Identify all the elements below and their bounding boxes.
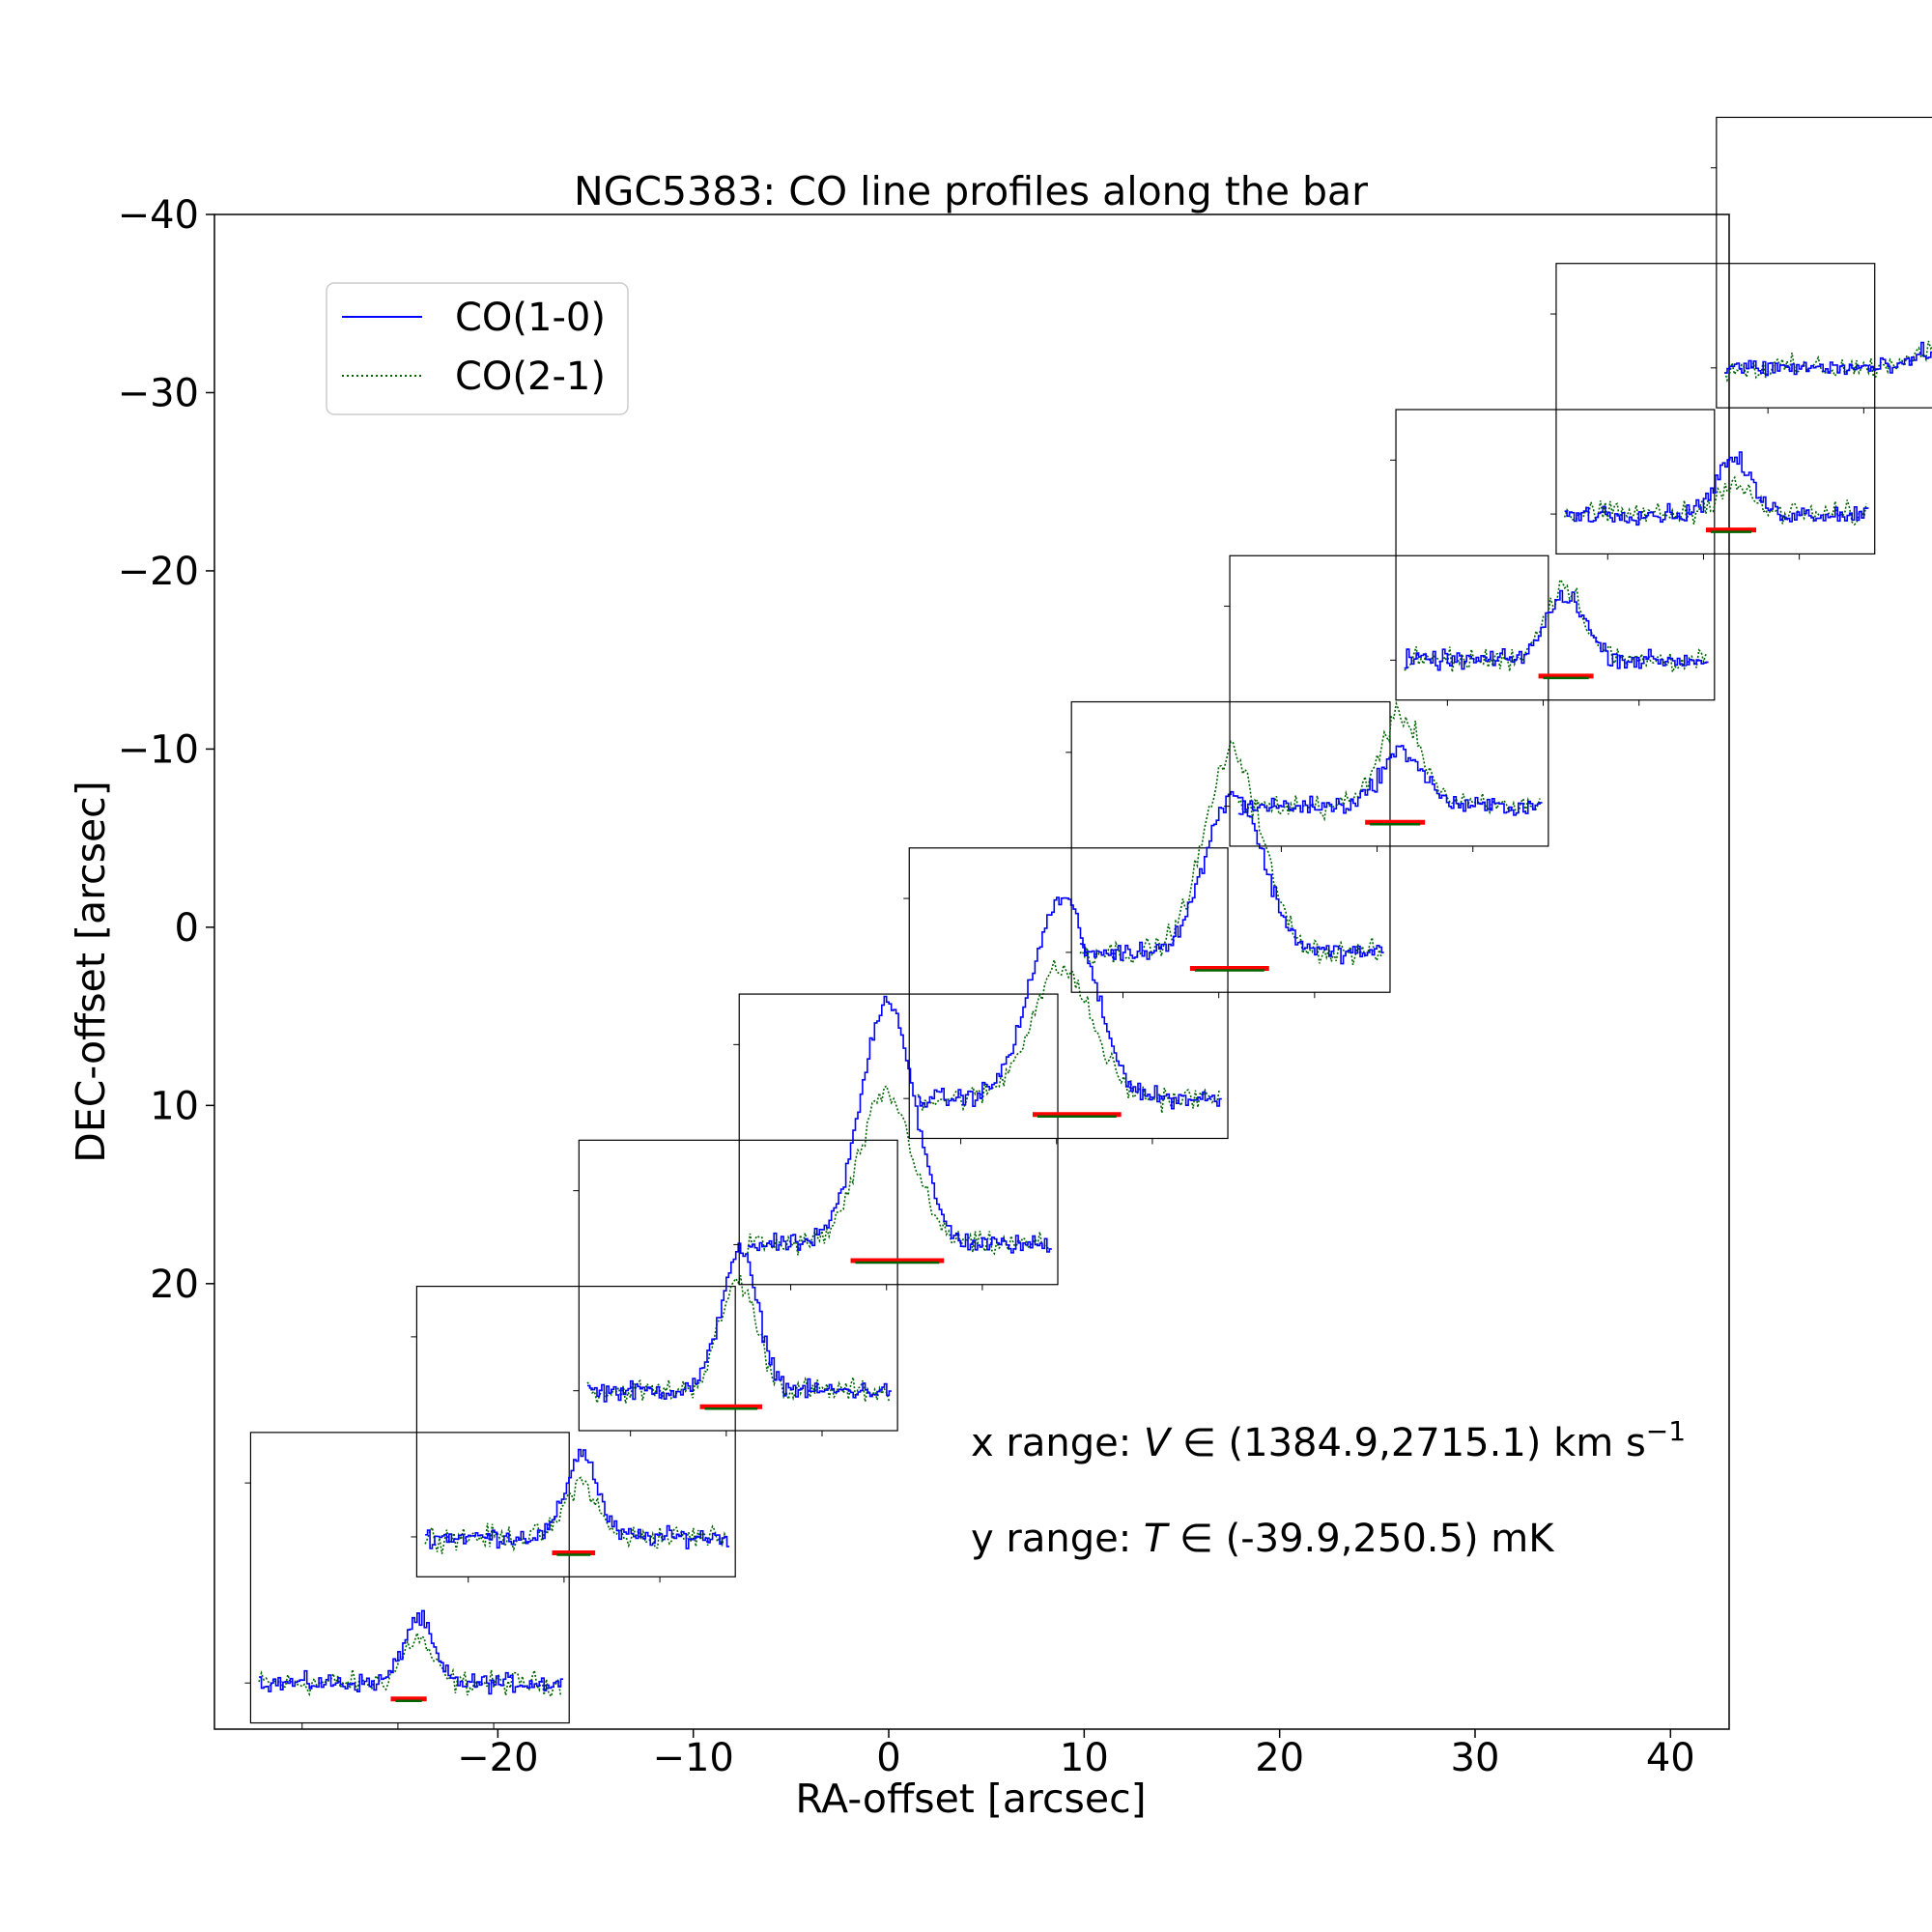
x-tick-label: 10 — [1060, 1736, 1109, 1780]
x-axis-label: RA-offset [arcsec] — [795, 1776, 1146, 1822]
inset-frame — [1070, 700, 1391, 993]
co10-spectrum — [425, 1448, 729, 1549]
x-tick-label: 20 — [1255, 1736, 1304, 1780]
co10-spectrum — [1564, 451, 1869, 526]
inset-frame — [415, 1285, 736, 1577]
spectrum-inset — [244, 1432, 570, 1729]
inset-frame — [1716, 116, 1932, 409]
inset-frame — [578, 1139, 898, 1432]
spectrum-inset — [1549, 263, 1876, 560]
co10-spectrum — [1237, 745, 1543, 816]
x-tick-label: −20 — [457, 1736, 538, 1780]
legend-co21-label: CO(2-1) — [455, 355, 606, 399]
inset-frame — [1229, 554, 1549, 847]
x-range-annotation: x range: V ∈ (1384.9,2715.1) km s−1 — [971, 1415, 1686, 1465]
inset-frame — [1555, 263, 1876, 555]
spectra-insets — [244, 116, 1932, 1729]
spectrum-inset — [1224, 554, 1549, 852]
inset-frame — [249, 1432, 570, 1724]
y-range-annotation: y range: T ∈ (-39.9,250.5) mK — [971, 1517, 1555, 1561]
co10-spectrum — [587, 1242, 892, 1403]
co21-spectrum — [1237, 700, 1541, 822]
co10-spectrum — [1724, 341, 1932, 377]
co21-spectrum — [1563, 475, 1867, 526]
y-tick-label: −40 — [118, 193, 199, 238]
main-axes-frame — [213, 213, 1730, 1730]
y-tick-label: 20 — [150, 1263, 199, 1307]
co21-spectrum — [586, 1274, 891, 1406]
spectrum-inset — [903, 847, 1229, 1145]
co21-spectrum — [747, 1085, 1050, 1256]
spectrum-inset — [411, 1285, 736, 1583]
co10-spectrum — [259, 1609, 563, 1695]
co21-spectrum — [258, 1630, 562, 1698]
y-axis-label: DEC-offset [arcsec] — [68, 781, 114, 1162]
spectrum-inset — [1390, 409, 1716, 706]
co10-spectrum — [1404, 589, 1709, 671]
spectrum-inset — [573, 1139, 898, 1437]
legend: CO(1-0) CO(2-1) — [326, 282, 629, 415]
inset-frame — [738, 993, 1059, 1286]
y-tick-label: −30 — [118, 371, 199, 415]
spectrum-inset — [1065, 700, 1391, 999]
x-axis-ticks: −20 −10 0 10 20 30 40 — [457, 1729, 1695, 1780]
spectrum-inset — [1710, 116, 1932, 414]
x-tick-label: 40 — [1646, 1736, 1695, 1780]
y-tick-label: −10 — [118, 727, 199, 772]
chart-title: NGC5383: CO line profiles along the bar — [574, 168, 1368, 214]
x-tick-label: 30 — [1451, 1736, 1500, 1780]
inset-frame — [1395, 409, 1716, 701]
y-tick-label: −20 — [118, 550, 199, 594]
co21-spectrum — [1723, 340, 1932, 384]
co10-spectrum — [1079, 790, 1384, 965]
co10-spectrum — [918, 896, 1222, 1110]
x-tick-label: −10 — [652, 1736, 733, 1780]
spectrum-inset — [733, 993, 1059, 1291]
co21-spectrum — [424, 1476, 728, 1554]
co10-spectrum — [747, 995, 1052, 1254]
legend-co10-label: CO(1-0) — [455, 296, 606, 340]
co21-spectrum — [917, 959, 1221, 1114]
x-tick-label: 0 — [876, 1736, 900, 1780]
y-tick-label: 0 — [175, 906, 199, 951]
inset-frame — [908, 847, 1229, 1140]
y-axis-ticks: −40 −30 −20 −10 0 10 20 — [118, 193, 214, 1307]
co21-spectrum — [1079, 740, 1383, 966]
y-tick-label: 10 — [150, 1084, 199, 1128]
